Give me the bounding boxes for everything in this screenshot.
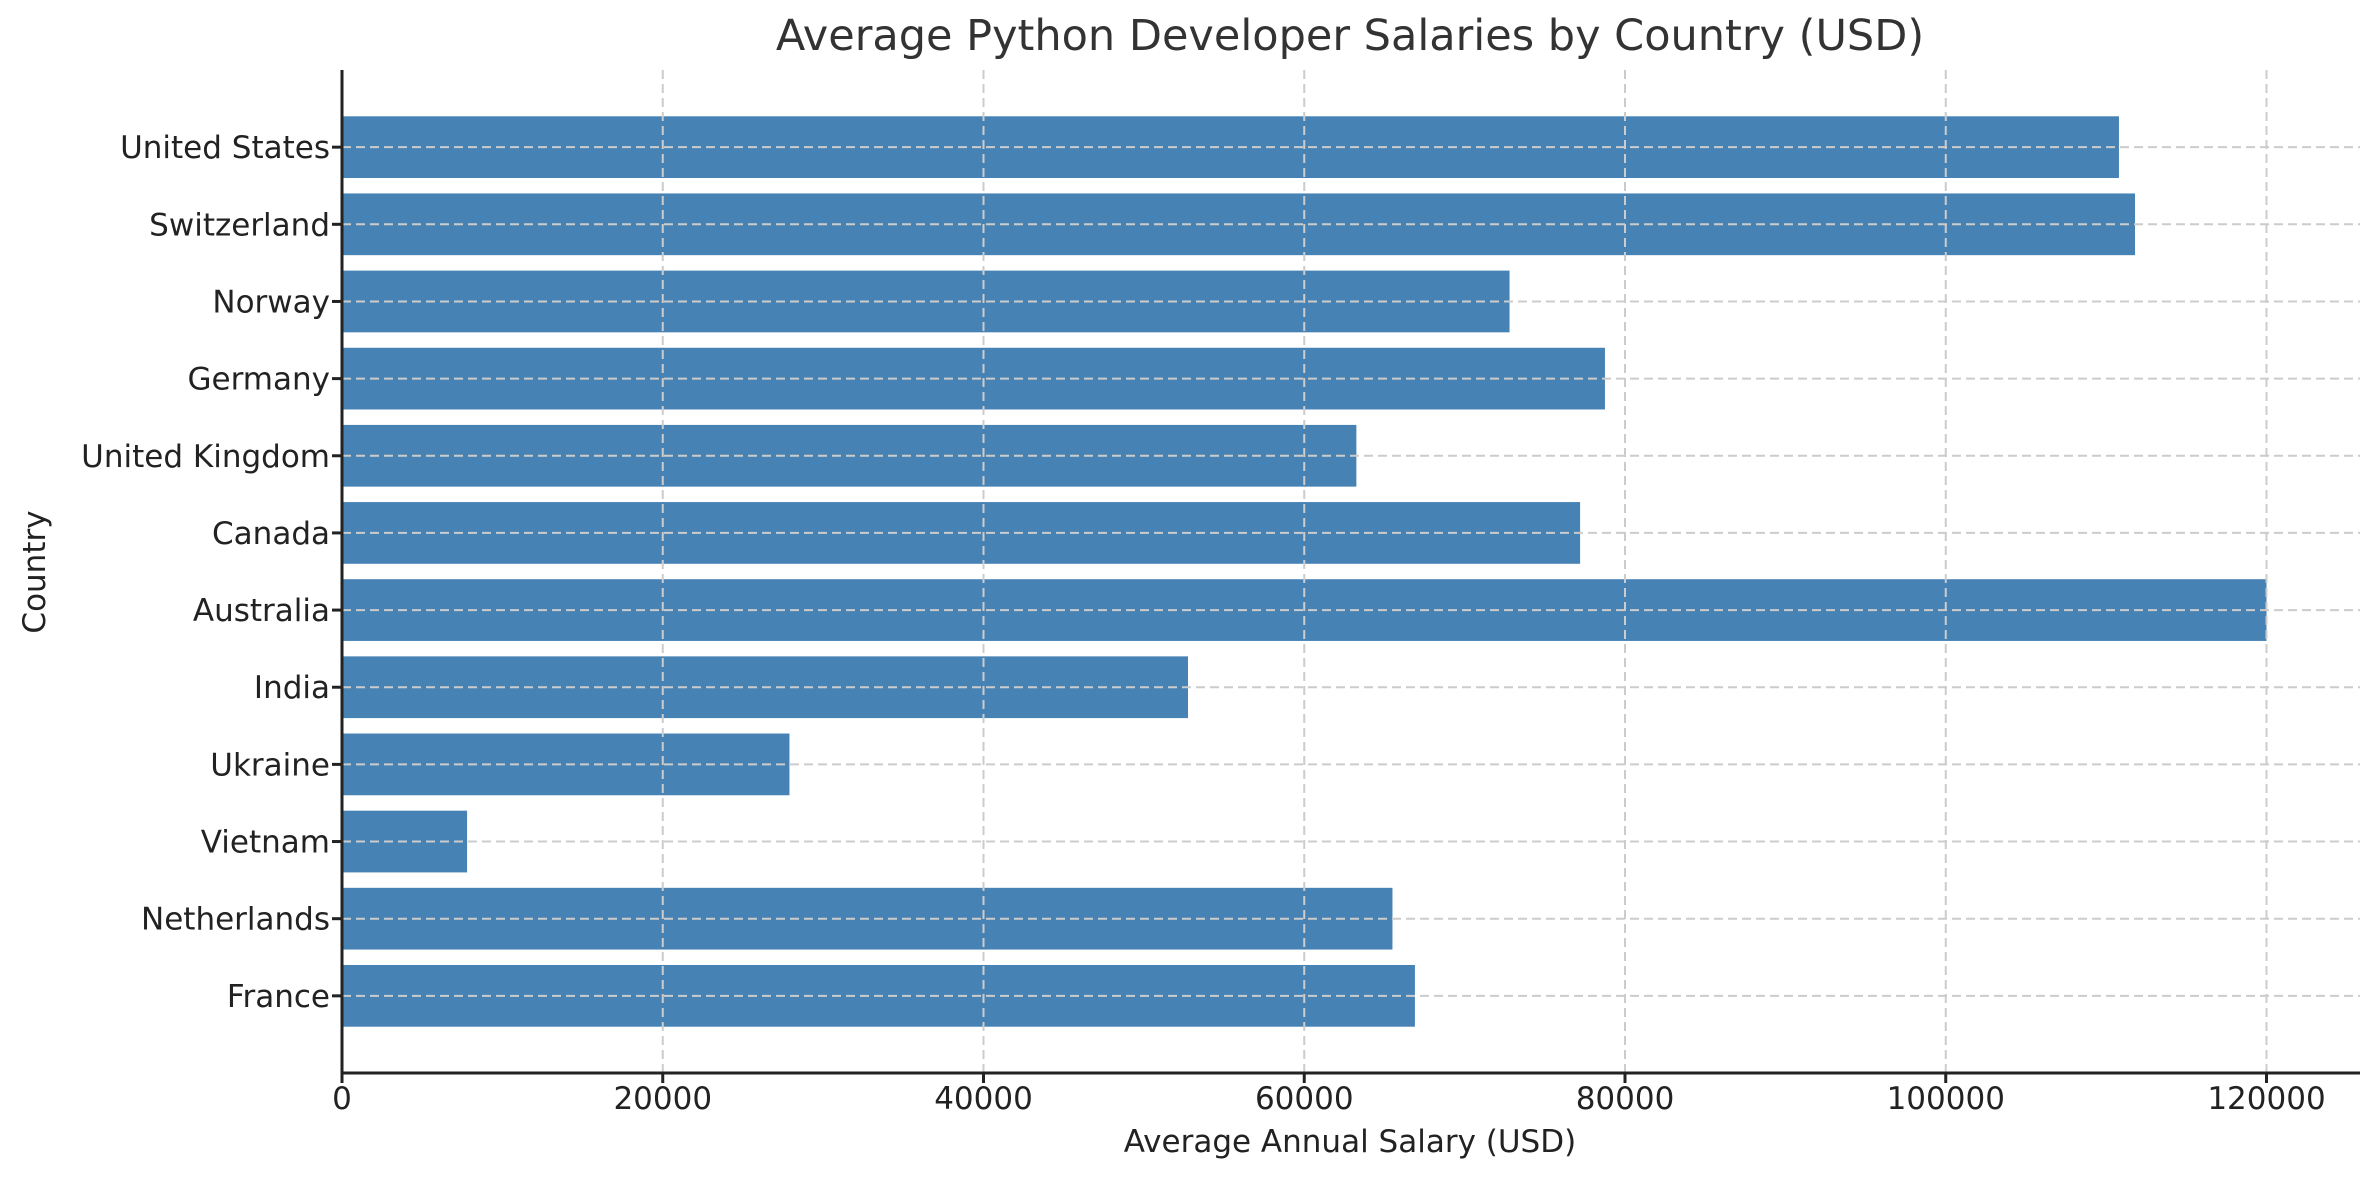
- y-axis-label: Country: [17, 510, 53, 633]
- y-tick-label: Vietnam: [201, 825, 330, 861]
- y-tick-label: Germany: [188, 362, 330, 398]
- y-tick-label: Norway: [212, 284, 330, 320]
- y-tick-label: France: [227, 979, 330, 1015]
- y-tick-label: India: [254, 670, 330, 706]
- y-tick-label: Ukraine: [210, 747, 330, 783]
- y-tick-label: United Kingdom: [81, 439, 330, 475]
- x-tick-label: 60000: [1255, 1081, 1354, 1117]
- x-tick-label: 20000: [613, 1081, 712, 1117]
- x-tick-label: 0: [332, 1081, 352, 1117]
- x-tick-label: 40000: [934, 1081, 1033, 1117]
- y-tick-label: Australia: [193, 593, 330, 629]
- x-tick-label: 80000: [1576, 1081, 1675, 1117]
- x-ticks: 0 20000 40000 60000 80000 100000 120000: [332, 1073, 2326, 1117]
- y-ticks: United States Switzerland Norway Germany Uni…: [81, 130, 342, 1015]
- x-tick-label: 100000: [1887, 1081, 2005, 1117]
- x-tick-label: 120000: [2207, 1081, 2325, 1117]
- x-axis-label: Average Annual Salary (USD): [1124, 1124, 1576, 1160]
- y-tick-label: United States: [120, 130, 330, 166]
- y-gridlines: [342, 146, 2360, 997]
- y-tick-label: Switzerland: [149, 207, 330, 243]
- y-tick-label: Canada: [212, 516, 330, 552]
- y-tick-label: Netherlands: [141, 902, 330, 938]
- chart-title: Average Python Developer Salaries by Cou…: [776, 11, 1924, 61]
